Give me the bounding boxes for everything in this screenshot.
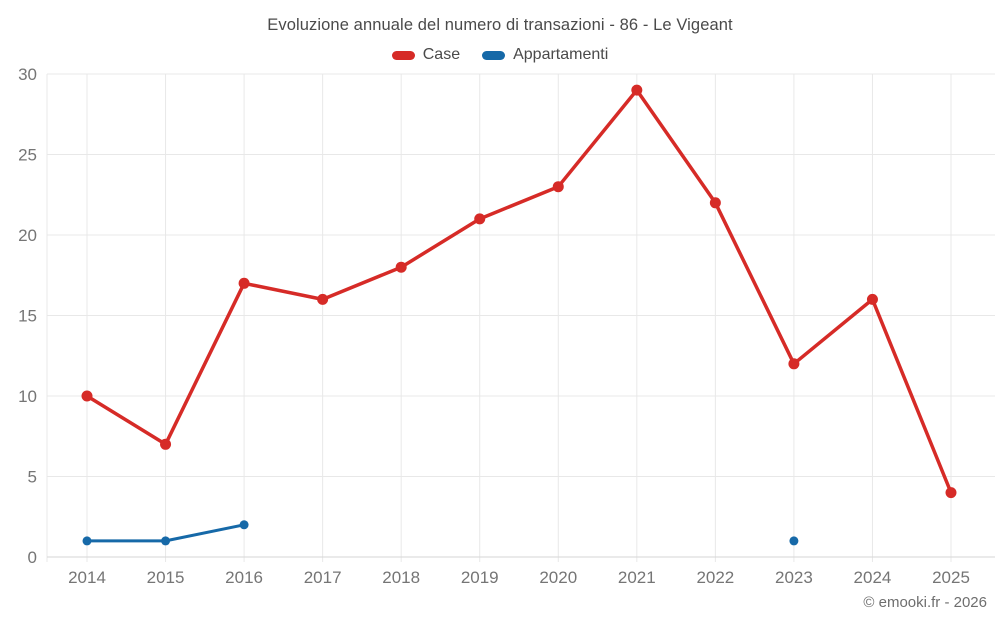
case-legend-swatch bbox=[391, 50, 415, 60]
data-point bbox=[709, 197, 721, 209]
grid bbox=[46, 73, 995, 562]
x-tick-label: 2018 bbox=[382, 568, 420, 587]
data-point bbox=[81, 390, 93, 402]
legend-label-case: Case bbox=[422, 46, 461, 63]
x-tick-label: 2021 bbox=[618, 568, 656, 587]
data-point bbox=[789, 536, 799, 546]
data-point bbox=[788, 358, 800, 370]
y-tick-label: 30 bbox=[18, 65, 37, 84]
data-point bbox=[238, 277, 250, 289]
chart-legend: Case Appartamenti bbox=[0, 46, 1000, 64]
x-tick-label: 2024 bbox=[854, 568, 892, 587]
x-tick-label: 2025 bbox=[932, 568, 970, 587]
y-tick-label: 0 bbox=[28, 548, 37, 567]
data-point bbox=[160, 438, 172, 450]
x-tick-label: 2014 bbox=[68, 568, 106, 587]
x-tick-label: 2020 bbox=[539, 568, 577, 587]
data-point bbox=[866, 293, 878, 305]
copyright-text: © emooki.fr - 2026 bbox=[863, 594, 987, 611]
data-point bbox=[239, 520, 249, 530]
y-tick-label: 5 bbox=[28, 468, 37, 487]
y-tick-label: 10 bbox=[18, 387, 37, 406]
legend-item-appartamenti[interactable]: Appartamenti bbox=[482, 46, 608, 64]
series-appartamenti bbox=[82, 520, 799, 546]
data-point bbox=[945, 487, 957, 499]
x-tick-label: 2023 bbox=[775, 568, 813, 587]
chart-title: Evoluzione annuale del numero di transaz… bbox=[267, 16, 733, 34]
legend-item-case[interactable]: Case bbox=[391, 46, 461, 64]
data-point bbox=[474, 213, 486, 225]
x-tick-label: 2015 bbox=[147, 568, 185, 587]
appartamenti-legend-swatch bbox=[482, 50, 506, 60]
x-tick-label: 2017 bbox=[304, 568, 342, 587]
x-tick-label: 2016 bbox=[225, 568, 263, 587]
data-point bbox=[317, 293, 329, 305]
legend-label-appartamenti: Appartamenti bbox=[513, 46, 609, 63]
series-case bbox=[81, 84, 957, 499]
x-tick-label: 2019 bbox=[461, 568, 499, 587]
x-tick-label: 2022 bbox=[696, 568, 734, 587]
y-tick-label: 25 bbox=[18, 146, 37, 165]
data-point bbox=[552, 181, 564, 193]
y-tick-label: 15 bbox=[18, 307, 37, 326]
data-point bbox=[395, 261, 407, 273]
data-point bbox=[161, 536, 171, 546]
data-point bbox=[82, 536, 92, 546]
data-point bbox=[631, 84, 643, 96]
y-tick-label: 20 bbox=[18, 226, 37, 245]
